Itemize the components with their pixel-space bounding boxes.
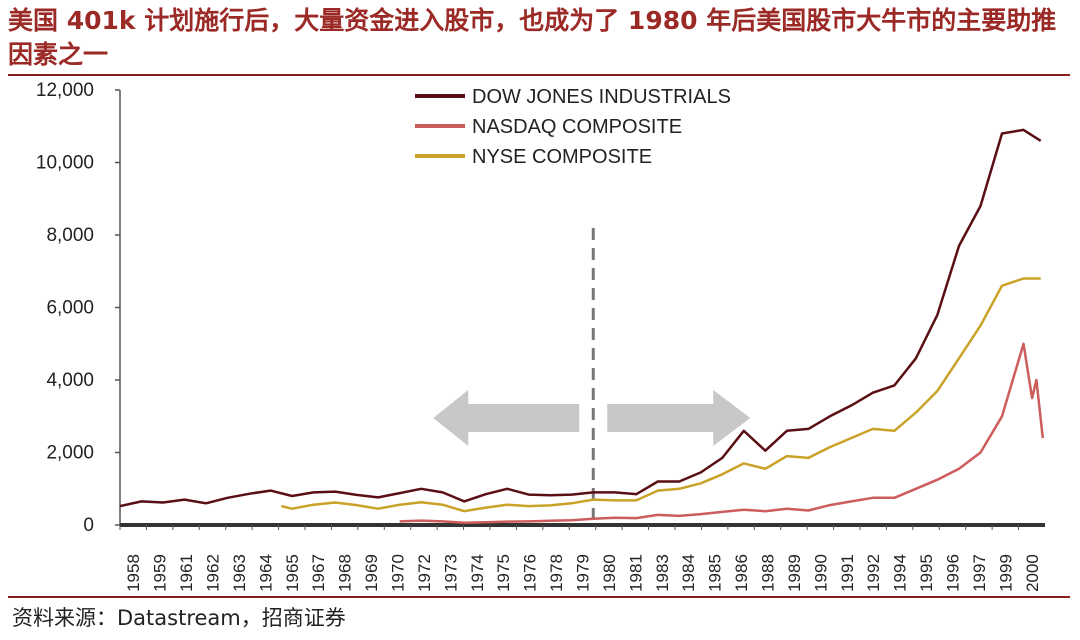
left-arrow <box>433 390 580 446</box>
legend-label: NASDAQ COMPOSITE <box>472 116 682 138</box>
series-lines <box>119 128 1045 525</box>
series-line-0 <box>119 128 1042 508</box>
x-tick-label: 1980 <box>600 554 619 592</box>
x-tick-label: 1978 <box>547 554 566 592</box>
y-tick-label: 6,000 <box>46 298 94 319</box>
y-tick-label: 10,000 <box>36 153 94 174</box>
x-tick-label: 1999 <box>996 554 1015 592</box>
legend-label: DOW JONES INDUSTRIALS <box>472 86 731 108</box>
x-tick-label: 1986 <box>732 554 751 592</box>
x-tick-label: 1962 <box>204 554 223 592</box>
y-tick-label: 0 <box>83 515 94 536</box>
x-tick-label: 1979 <box>574 554 593 592</box>
source-note: 资料来源：Datastream，招商证券 <box>12 606 346 630</box>
x-tick-label: 1975 <box>494 554 513 592</box>
series-line-1 <box>399 342 1045 525</box>
x-tick-label: 1983 <box>653 554 672 592</box>
x-tick-label: 1988 <box>759 554 778 592</box>
y-tick-label: 12,000 <box>36 80 94 101</box>
x-tick-label: 1990 <box>811 554 830 592</box>
x-tick-label: 1973 <box>441 554 460 592</box>
y-axis: 0 2,000 4,000 6,000 8,000 10,000 12,000 <box>36 80 121 536</box>
title-rule <box>8 74 1070 76</box>
x-tick-label: 1995 <box>917 554 936 592</box>
right-arrow <box>607 390 751 446</box>
legend-label: NYSE COMPOSITE <box>472 146 652 168</box>
x-tick-label: 1968 <box>336 554 355 592</box>
series-line-2 <box>281 277 1041 513</box>
footer-rule <box>8 596 1070 598</box>
legend: DOW JONES INDUSTRIALS NASDAQ COMPOSITE NYS… <box>415 86 731 168</box>
x-tick-label: 1969 <box>362 554 381 592</box>
x-tick-label: 2000 <box>1023 554 1042 592</box>
x-tick-label: 1989 <box>785 554 804 592</box>
chart-title: 美国 401k 计划施行后，大量资金进入股市，也成为了 1980 年后美国股市大… <box>8 6 1057 69</box>
x-tick-label: 1976 <box>521 554 540 592</box>
x-tick-label: 1997 <box>970 554 989 592</box>
x-tick-label: 1974 <box>468 554 487 592</box>
x-tick-label: 1965 <box>283 554 302 592</box>
x-tick-label: 1992 <box>864 554 883 592</box>
x-tick-label: 1964 <box>256 554 275 592</box>
x-tick-label: 1970 <box>389 554 408 592</box>
x-tick-label: 1994 <box>891 554 910 592</box>
y-tick-label: 8,000 <box>46 225 94 246</box>
y-tick-label: 2,000 <box>46 443 94 464</box>
x-tick-label: 1963 <box>230 554 249 592</box>
x-tick-label: 1984 <box>679 554 698 592</box>
x-tick-label: 1961 <box>177 554 196 592</box>
annotations <box>433 228 751 525</box>
x-tick-label: 1958 <box>124 554 143 592</box>
x-tick-label: 1959 <box>151 554 170 592</box>
x-axis: 1958 1959 1961 1962 1963 1964 1965 1967 1968 1969… <box>119 523 1045 592</box>
x-tick-label: 1996 <box>944 554 963 592</box>
x-tick-label: 1981 <box>626 554 645 592</box>
x-tick-label: 1972 <box>415 554 434 592</box>
x-tick-label: 1985 <box>706 554 725 592</box>
x-tick-label: 1991 <box>838 554 857 592</box>
y-tick-label: 4,000 <box>46 370 94 391</box>
x-tick-label: 1967 <box>309 554 328 592</box>
